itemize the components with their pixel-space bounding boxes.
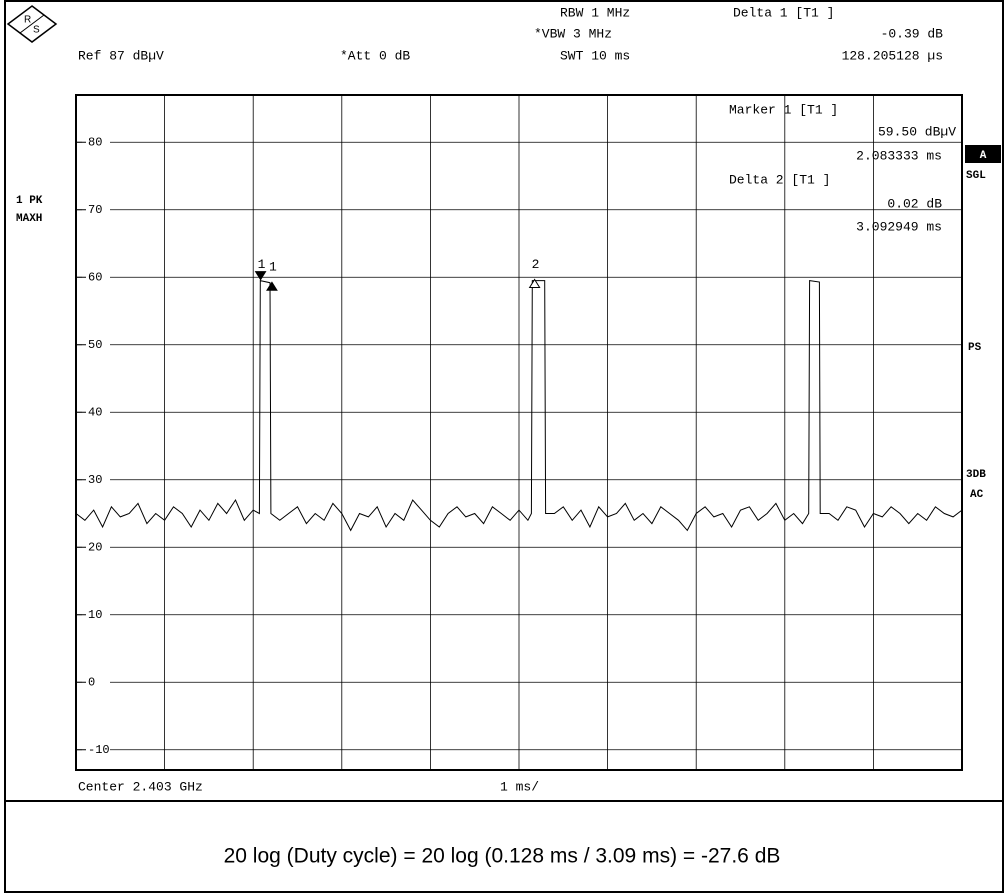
tick-label-bg xyxy=(82,337,110,352)
swt: SWT 10 ms xyxy=(560,48,630,63)
y-tick-label: -10 xyxy=(88,743,110,757)
3db-label: 3DB xyxy=(966,469,986,481)
svg-text:R: R xyxy=(24,15,31,26)
tick-label-bg xyxy=(82,270,110,285)
ref-level: Ref 87 dBµV xyxy=(78,48,164,63)
tick-label-bg xyxy=(82,472,110,487)
y-tick-label: 40 xyxy=(88,405,102,419)
a-label: A xyxy=(980,150,987,162)
tick-label-bg xyxy=(82,202,110,217)
trace-mode: MAXH xyxy=(16,213,42,225)
vbw: *VBW 3 MHz xyxy=(534,26,612,41)
attenuation: *Att 0 dB xyxy=(340,48,410,63)
delta1-title: Delta 1 [T1 ] xyxy=(733,5,834,20)
span: 1 ms/ xyxy=(500,779,539,794)
trace-detector: 1 PK xyxy=(16,195,43,207)
marker-label: 1 xyxy=(258,257,266,272)
tick-label-bg xyxy=(82,405,110,420)
marker xyxy=(266,281,278,291)
y-tick-label: 80 xyxy=(88,135,102,149)
tick-label-bg xyxy=(82,540,110,555)
trace xyxy=(75,279,963,532)
delta1-level: -0.39 dB xyxy=(881,26,944,41)
y-tick-label: 70 xyxy=(88,203,102,217)
y-tick-label: 0 xyxy=(88,675,95,689)
delta2-title: Delta 2 [T1 ] xyxy=(729,172,830,187)
marker-label: 2 xyxy=(532,257,540,272)
logo: R S xyxy=(6,5,58,43)
y-tick-label: 30 xyxy=(88,473,102,487)
caption: 20 log (Duty cycle) = 20 log (0.128 ms /… xyxy=(224,845,781,868)
y-tick-label: 60 xyxy=(88,270,102,284)
tick-label-bg xyxy=(82,742,110,757)
marker xyxy=(254,271,267,281)
marker1-level: 59.50 dBµV xyxy=(878,124,956,139)
delta2-time: 3.092949 ms xyxy=(856,219,942,234)
y-tick-label: 10 xyxy=(88,608,102,622)
ac-label: AC xyxy=(970,489,984,501)
marker xyxy=(528,278,541,288)
marker1-title: Marker 1 [T1 ] xyxy=(729,102,838,117)
tick-label-bg xyxy=(82,135,110,150)
y-tick-label: 20 xyxy=(88,540,102,554)
y-tick-label: 50 xyxy=(88,338,102,352)
delta1-time: 128.205128 µs xyxy=(842,48,943,63)
delta2-level: 0.02 dB xyxy=(887,196,942,211)
sgl-label: SGL xyxy=(966,170,986,182)
marker1-time: 2.083333 ms xyxy=(856,148,942,163)
tick-label-bg xyxy=(82,675,110,690)
rbw: RBW 1 MHz xyxy=(560,5,630,20)
marker-label: 1 xyxy=(269,260,277,275)
svg-text:S: S xyxy=(33,25,40,36)
outer-frame xyxy=(4,0,1004,893)
center-frequency: Center 2.403 GHz xyxy=(78,779,203,794)
a-badge xyxy=(965,145,1001,163)
tick-label-bg xyxy=(82,607,110,622)
ps-label: PS xyxy=(968,342,982,354)
